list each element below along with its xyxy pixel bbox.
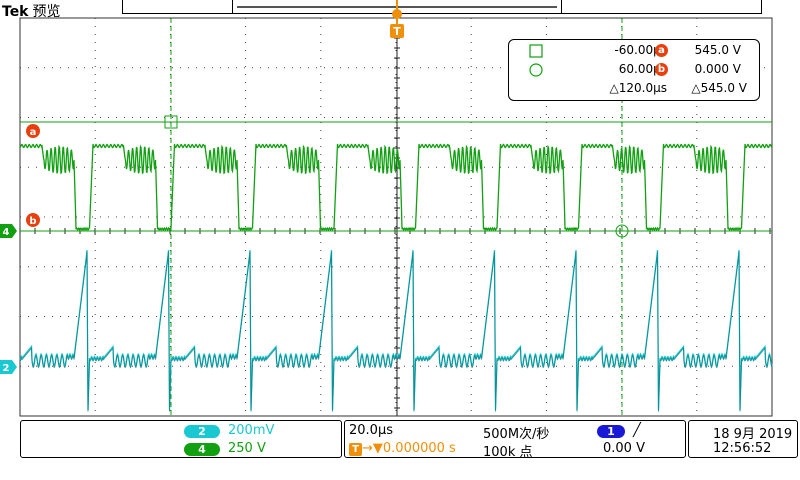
- svg-text:2: 2: [3, 363, 10, 374]
- svg-text:4: 4: [3, 227, 10, 238]
- cursor-readout-panel[interactable]: -60.00µs a 545.0 V 60.00µs b 0.000 V △12…: [508, 39, 760, 101]
- svg-text:a: a: [30, 127, 37, 138]
- trigger-level[interactable]: 0.00 V: [603, 441, 645, 456]
- cursor-a-marker[interactable]: a: [26, 124, 40, 138]
- cursor-delta-value: △545.0 V: [691, 81, 747, 95]
- cursor-b-circle: [615, 224, 629, 238]
- ch4-ground-marker[interactable]: 4: [0, 224, 17, 238]
- cursor-b-marker[interactable]: b: [26, 213, 40, 227]
- cursor-b-time: 60.00µs: [618, 62, 667, 76]
- date-display: 18 9月 2019: [713, 427, 793, 442]
- channel-2-badge[interactable]: 2: [184, 425, 220, 438]
- cursor-a-square: [164, 115, 178, 129]
- channel-2-scale[interactable]: 200mV: [228, 423, 275, 438]
- cursor-a-value: 545.0 V: [694, 43, 741, 57]
- brand-logo: Tek: [2, 4, 29, 20]
- cursor-a-time: -60.00µs: [614, 43, 667, 57]
- trigger-position-readout[interactable]: T →▼0.000000 s: [349, 441, 456, 456]
- channel-4-scale[interactable]: 250 V: [228, 441, 266, 456]
- channel-scale-panel[interactable]: 2 200mV 4 250 V: [20, 420, 342, 458]
- ch2-ground-marker[interactable]: 2: [0, 360, 17, 374]
- horizontal-scale[interactable]: 20.0µs: [349, 423, 393, 438]
- datetime-panel: 18 9月 2019 12:56:52: [688, 420, 798, 458]
- channel-4-badge[interactable]: 4: [184, 443, 220, 456]
- time-display: 12:56:52: [713, 441, 772, 456]
- waveform-display[interactable]: T 4 2 a b: [0, 0, 800, 420]
- trigger-position: →▼0.000000 s: [362, 441, 456, 456]
- trigger-slope-icon[interactable]: ╱: [633, 423, 641, 438]
- trigger-position-marker[interactable]: T: [390, 0, 404, 38]
- timebase-panel[interactable]: 20.0µs 500M次/秒 1 ╱ T →▼0.000000 s 100k 点 …: [344, 420, 686, 460]
- mode-label: 预览: [32, 4, 61, 20]
- cursor-a-square-icon: [529, 44, 543, 58]
- trigger-marker-label: T: [393, 25, 401, 38]
- svg-text:b: b: [29, 216, 36, 227]
- trace-channel-4: [19, 143, 773, 232]
- trigger-source-badge[interactable]: 1: [597, 425, 625, 438]
- cursor-delta-time: △120.0µs: [609, 81, 667, 95]
- sample-rate: 500M次/秒: [483, 427, 550, 442]
- trigger-t-icon: T: [349, 443, 362, 456]
- cursor-a-badge: a: [655, 44, 668, 57]
- trace-channel-2-shadow: [19, 251, 773, 412]
- record-length: 100k 点: [483, 445, 533, 460]
- cursor-b-badge: b: [655, 63, 668, 76]
- cursor-b-value: 0.000 V: [694, 62, 741, 76]
- brand: Tek 预览: [2, 1, 61, 21]
- cursor-b-circle-icon: [529, 63, 543, 77]
